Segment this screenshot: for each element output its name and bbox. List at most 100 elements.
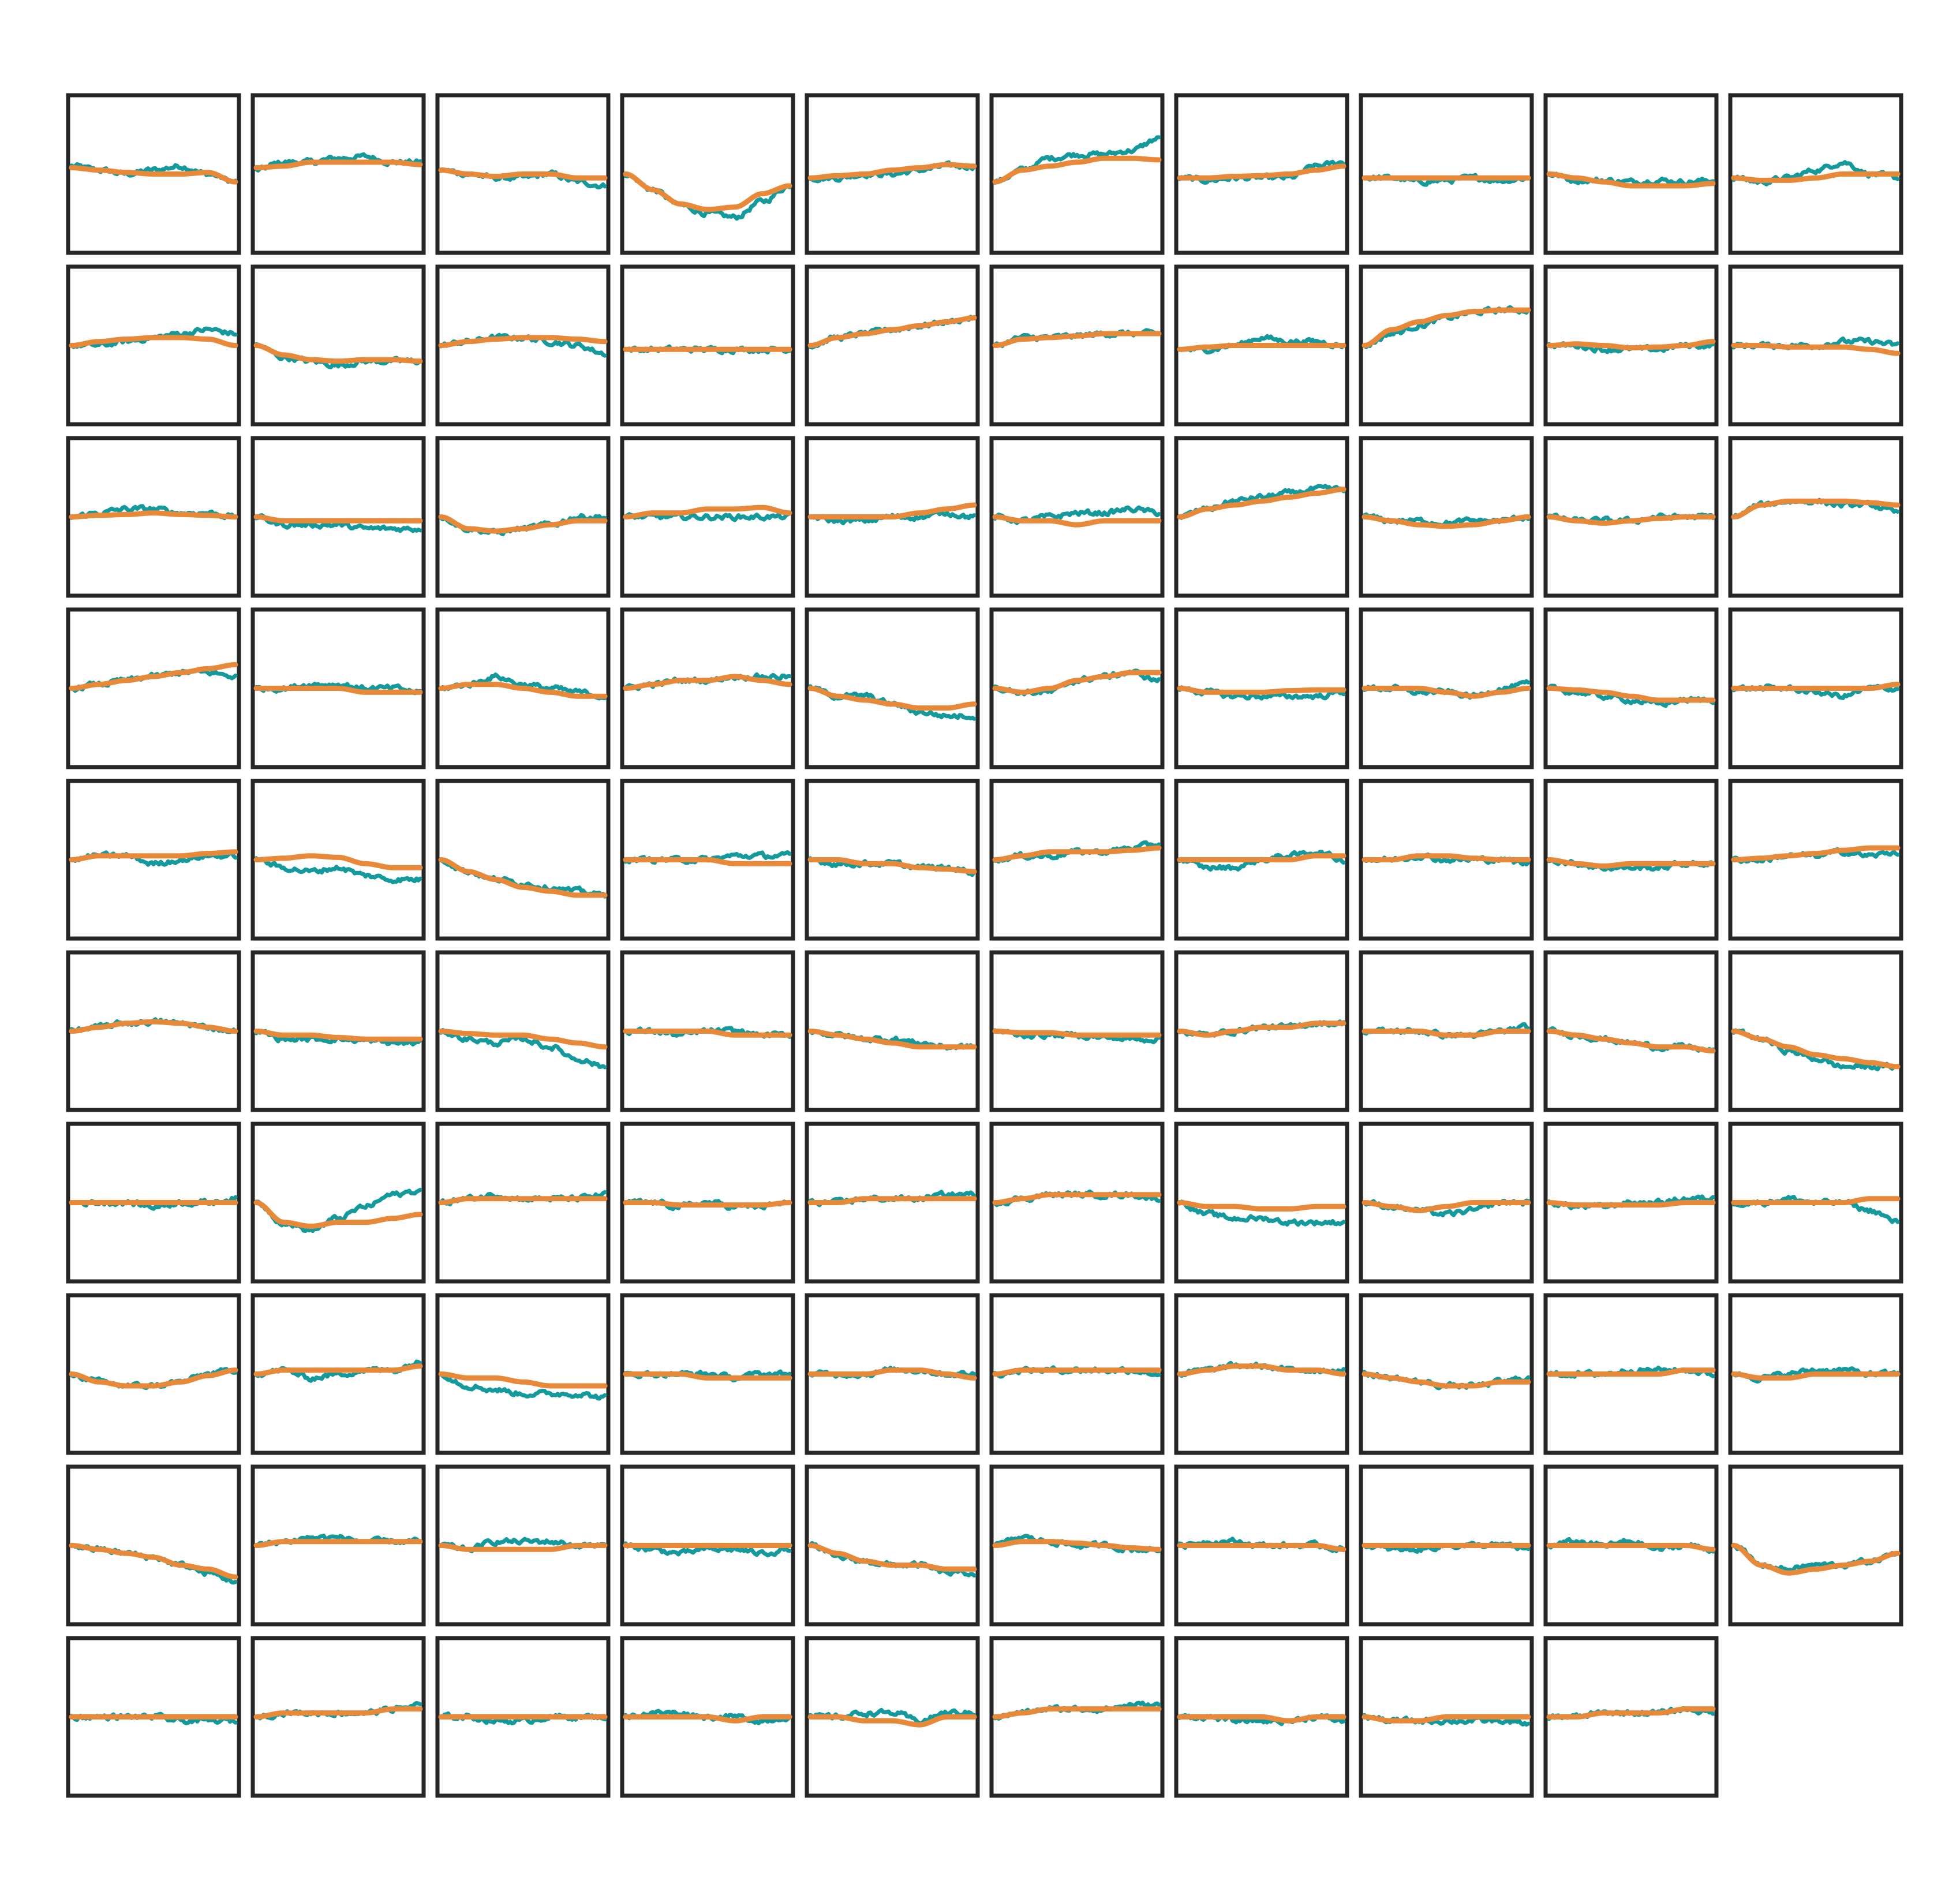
panel-r4-c10 — [1728, 607, 1903, 769]
smooth-series-line — [1731, 845, 1901, 862]
noisy-series-line — [254, 856, 422, 884]
panel-r5-c6 — [989, 779, 1165, 941]
smooth-series-line — [1731, 1543, 1901, 1576]
smooth-series-line — [807, 502, 977, 519]
panel-r9-c10 — [1728, 1464, 1903, 1627]
smooth-series-line — [69, 1543, 238, 1580]
panel-r8-c7 — [1174, 1293, 1349, 1455]
panel-frame — [66, 1464, 241, 1627]
panel-r2-c6 — [989, 264, 1165, 427]
smooth-series-line — [1177, 1714, 1346, 1724]
smooth-series-line — [807, 686, 977, 711]
panel-frame — [805, 264, 980, 427]
panel-frame — [1174, 1122, 1349, 1284]
panel-r3-c9 — [1543, 436, 1719, 598]
panel-r7-c6 — [989, 1122, 1165, 1284]
panel-r1-c4 — [620, 93, 795, 255]
smooth-series-line — [253, 159, 423, 171]
panel-r9-c6 — [989, 1464, 1165, 1627]
smooth-series-line — [69, 510, 238, 519]
panel-r10-c9 — [1543, 1636, 1719, 1798]
panel-r7-c9 — [1543, 1122, 1719, 1284]
panel-frame — [620, 93, 795, 255]
panel-r3-c6 — [989, 436, 1165, 598]
smooth-series-line — [623, 1371, 792, 1381]
smooth-series-line — [1731, 171, 1901, 183]
panel-r1-c3 — [435, 93, 611, 255]
panel-frame — [1543, 1636, 1719, 1798]
smooth-series-line — [1361, 514, 1531, 529]
smooth-series-line — [807, 1029, 977, 1050]
panel-r5-c1 — [66, 779, 241, 941]
noisy-series-line — [1177, 334, 1346, 355]
panel-r8-c2 — [250, 1293, 426, 1455]
smooth-series-line — [992, 670, 1162, 695]
noisy-series-line — [439, 1371, 607, 1401]
panel-r6-c7 — [1174, 950, 1349, 1112]
smooth-series-line — [1546, 1706, 1716, 1719]
smooth-series-line — [253, 1363, 423, 1377]
smooth-series-line — [253, 853, 423, 870]
panel-r3-c2 — [250, 436, 426, 598]
panel-frame — [989, 436, 1165, 598]
panel-frame — [250, 436, 426, 598]
panel-r4-c4 — [620, 607, 795, 769]
smooth-series-line — [69, 849, 238, 862]
smooth-series-line — [807, 1367, 977, 1381]
panel-frame — [250, 93, 426, 255]
noisy-series-line — [993, 1534, 1161, 1554]
panel-r4-c2 — [250, 607, 426, 769]
panel-frame — [1174, 436, 1349, 598]
panel-r2-c2 — [250, 264, 426, 427]
panel-frame — [1359, 1293, 1534, 1455]
panel-frame — [435, 1293, 611, 1455]
panel-r1-c7 — [1174, 93, 1349, 255]
smooth-series-line — [623, 1200, 792, 1208]
smooth-series-line — [438, 1029, 608, 1050]
smooth-series-line — [807, 315, 977, 348]
panel-frame — [250, 1636, 426, 1798]
smooth-series-line — [253, 1706, 423, 1719]
panel-r8-c3 — [435, 1293, 611, 1455]
panel-r10-c4 — [620, 1636, 795, 1798]
smooth-series-line — [1546, 1367, 1716, 1377]
panel-frame — [989, 1636, 1165, 1798]
panel-r1-c10 — [1728, 93, 1903, 255]
smooth-series-line — [807, 1543, 977, 1572]
panel-r1-c9 — [1543, 93, 1719, 255]
panel-r6-c5 — [805, 950, 980, 1112]
panel-r5-c4 — [620, 779, 795, 941]
smooth-series-line — [1546, 686, 1716, 703]
panel-r4-c5 — [805, 607, 980, 769]
panel-r7-c1 — [66, 1122, 241, 1284]
smooth-series-line — [992, 1367, 1162, 1377]
smooth-series-line — [992, 514, 1162, 528]
panel-r9-c7 — [1174, 1464, 1349, 1627]
panel-r4-c7 — [1174, 607, 1349, 769]
smooth-series-line — [623, 857, 792, 866]
panel-r3-c10 — [1728, 436, 1903, 598]
panel-r3-c8 — [1359, 436, 1534, 598]
panel-r6-c10 — [1728, 950, 1903, 1112]
smooth-series-line — [1361, 853, 1531, 862]
smooth-series-line — [69, 335, 238, 348]
panel-frame — [805, 950, 980, 1112]
panel-frame — [250, 1122, 426, 1284]
noisy-series-line — [993, 135, 1161, 185]
smooth-series-line — [992, 1029, 1162, 1038]
smooth-series-line — [623, 1714, 792, 1724]
smooth-series-line — [1546, 1029, 1716, 1054]
smooth-series-line — [1731, 498, 1901, 519]
smooth-series-line — [1177, 686, 1346, 695]
panel-frame — [1359, 436, 1534, 598]
panel-r6-c2 — [250, 950, 426, 1112]
smooth-series-line — [992, 1192, 1162, 1205]
panel-r6-c6 — [989, 950, 1165, 1112]
panel-r6-c9 — [1543, 950, 1719, 1112]
panel-frame — [250, 950, 426, 1112]
smooth-series-line — [438, 335, 608, 348]
panel-frame — [250, 264, 426, 427]
smooth-series-line — [1731, 682, 1901, 691]
panel-r1-c6 — [989, 93, 1165, 255]
smooth-series-line — [1361, 1029, 1531, 1038]
